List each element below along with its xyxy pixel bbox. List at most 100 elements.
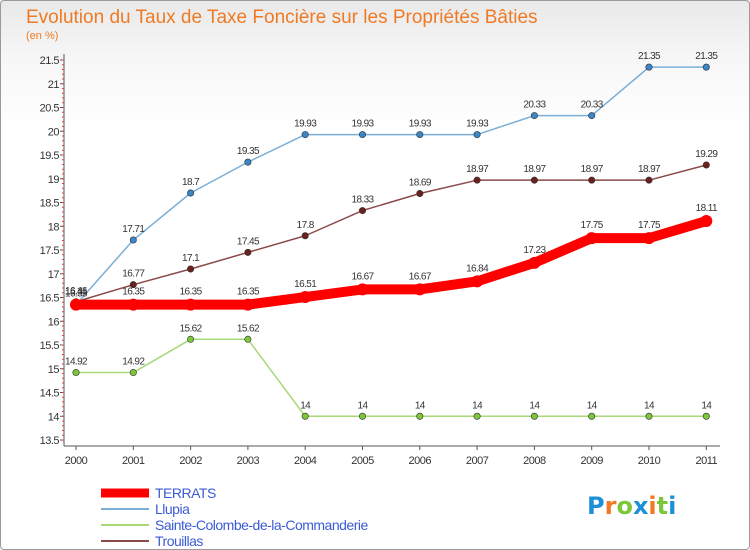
series-2-point bbox=[301, 412, 309, 420]
series-0-data-label: 16.84 bbox=[466, 263, 489, 274]
y-tick-label: 17 bbox=[48, 269, 60, 281]
y-tick-label: 20 bbox=[48, 126, 60, 138]
x-tick-label: 2007 bbox=[466, 455, 489, 467]
x-tick-label: 2002 bbox=[179, 455, 202, 467]
y-tick-label: 19 bbox=[48, 174, 60, 186]
series-0-point bbox=[356, 283, 369, 296]
legend-label-2: Sainte-Colombe-de-la-Commanderie bbox=[155, 517, 368, 533]
series-1-data-label: 19.35 bbox=[237, 146, 260, 157]
x-tick-label: 2003 bbox=[237, 455, 260, 467]
x-tick-label: 2010 bbox=[638, 455, 661, 467]
series-2-point bbox=[72, 369, 80, 377]
logo-letter: x bbox=[633, 492, 649, 520]
series-0-data-label: 16.35 bbox=[65, 287, 88, 298]
y-tick-label: 16.5 bbox=[40, 293, 60, 305]
series-2-point bbox=[530, 412, 538, 420]
series-1-point bbox=[416, 131, 424, 139]
series-1-point bbox=[129, 236, 137, 244]
series-3-data-label: 18.97 bbox=[523, 164, 546, 175]
logo-letter: o bbox=[616, 492, 633, 520]
series-1-point bbox=[187, 189, 195, 197]
series-2-point bbox=[702, 412, 710, 420]
series-0-data-label: 17.75 bbox=[581, 220, 604, 231]
series-0-data-label: 17.23 bbox=[523, 245, 546, 256]
series-0-data-label: 16.35 bbox=[237, 287, 260, 298]
series-1-point bbox=[645, 63, 653, 71]
series-2-data-label: 14.92 bbox=[122, 357, 145, 368]
series-2-data-label: 14 bbox=[415, 400, 426, 411]
logo-letter: t bbox=[657, 492, 668, 520]
series-0-data-label: 18.11 bbox=[696, 203, 718, 214]
x-tick-label: 2000 bbox=[65, 455, 88, 467]
series-2-data-label: 15.62 bbox=[180, 323, 203, 334]
y-tick-label: 21.5 bbox=[40, 55, 60, 67]
series-1-data-label: 20.33 bbox=[523, 100, 546, 111]
series-3-point bbox=[244, 248, 252, 256]
series-1-point bbox=[473, 131, 481, 139]
y-tick-label: 20.5 bbox=[40, 103, 60, 115]
series-2-point bbox=[473, 412, 481, 420]
series-line-2 bbox=[75, 338, 708, 417]
series-3-data-label: 18.69 bbox=[409, 177, 432, 188]
series-3-point bbox=[530, 176, 538, 184]
series-2-point bbox=[129, 369, 137, 377]
series-1-point bbox=[244, 158, 252, 166]
series-2-data-label: 14 bbox=[358, 400, 369, 411]
series-1-point bbox=[530, 112, 538, 120]
axes: 13.5 14 14.5 15 15.5 16 16.5 17 17.5 18 18.5 19 19.5… bbox=[40, 54, 720, 467]
series-0-point bbox=[184, 298, 197, 311]
chart-subtitle: (en %) bbox=[26, 30, 58, 42]
series-layer bbox=[70, 63, 713, 420]
series-3-point bbox=[301, 232, 309, 240]
series-1-data-label: 21.35 bbox=[638, 51, 661, 62]
y-tick-label: 16 bbox=[48, 316, 60, 328]
series-1-data-label: 18.7 bbox=[182, 177, 200, 188]
series-1-data-label: 20.33 bbox=[581, 100, 604, 111]
series-3-point bbox=[702, 161, 710, 169]
series-2-data-label: 15.62 bbox=[237, 323, 260, 334]
x-tick-label: 2006 bbox=[409, 455, 432, 467]
series-2-data-label: 14 bbox=[644, 400, 655, 411]
chart-title: Evolution du Taux de Taxe Foncière sur l… bbox=[26, 7, 538, 28]
x-tick-label: 2004 bbox=[294, 455, 317, 467]
y-tick-label: 18 bbox=[48, 221, 60, 233]
series-0-point bbox=[643, 232, 655, 245]
series-0-data-label: 17.75 bbox=[638, 220, 661, 231]
series-1-point bbox=[702, 63, 710, 71]
series-2-data-label: 14 bbox=[300, 400, 311, 411]
series-0-point bbox=[299, 291, 312, 304]
series-1-data-label: 21.35 bbox=[695, 51, 718, 62]
series-2-data-label: 14.92 bbox=[65, 357, 88, 368]
series-line-0 bbox=[71, 216, 712, 310]
series-3-point bbox=[645, 176, 653, 184]
series-3-data-label: 16.41 bbox=[65, 286, 88, 297]
y-tick-label: 18.5 bbox=[40, 198, 60, 210]
series-3-data-label: 19.29 bbox=[695, 149, 718, 160]
series-3-point bbox=[358, 207, 366, 215]
series-0-data-label: 16.67 bbox=[409, 271, 432, 282]
y-tick-label: 19.5 bbox=[40, 150, 60, 162]
data-labels: 16.35 16.35 16.35 16.35 16.51 16.67 16.67 16.84… bbox=[65, 51, 719, 411]
series-line-3 bbox=[75, 164, 708, 303]
series-3-point bbox=[473, 176, 481, 184]
series-0-point bbox=[528, 256, 541, 269]
series-0-data-label: 16.67 bbox=[351, 271, 374, 282]
x-tick-label: 2001 bbox=[122, 455, 145, 467]
series-3-data-label: 18.97 bbox=[638, 164, 661, 175]
series-3-point bbox=[416, 189, 424, 197]
legend-label-1: Llupia bbox=[155, 501, 190, 517]
legend-label-3: Trouillas bbox=[155, 533, 203, 549]
logo-letter: P bbox=[587, 492, 605, 520]
y-tick-label: 14.5 bbox=[40, 388, 60, 400]
series-2-data-label: 14 bbox=[472, 400, 483, 411]
logo-letter: r bbox=[605, 492, 617, 520]
series-2-data-label: 14 bbox=[529, 400, 540, 411]
y-tick-label: 21 bbox=[48, 79, 60, 91]
legend-label-0: TERRATS bbox=[155, 485, 216, 501]
logo-letter: i bbox=[648, 492, 656, 520]
logo-letter: i bbox=[668, 492, 676, 520]
series-1-data-label: 19.93 bbox=[409, 119, 432, 130]
series-0-point bbox=[700, 215, 713, 228]
